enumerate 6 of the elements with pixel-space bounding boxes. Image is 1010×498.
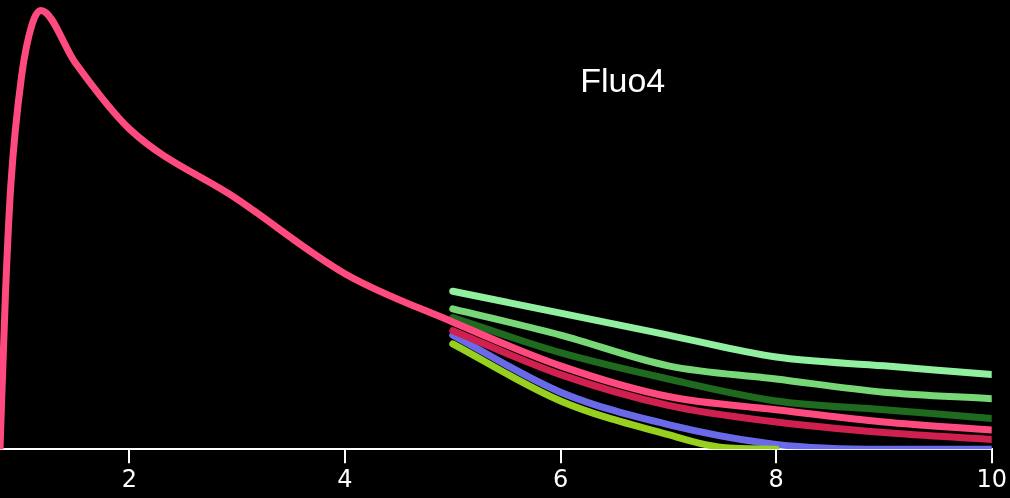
x-tick-label: 8 — [768, 464, 784, 493]
x-tick-label: 6 — [552, 464, 569, 493]
x-tick-label: 4 — [337, 464, 353, 493]
x-tick-label: 2 — [121, 464, 137, 493]
annotation: Fluo4 — [580, 61, 666, 100]
x-tick-label: 10 — [976, 464, 1007, 493]
